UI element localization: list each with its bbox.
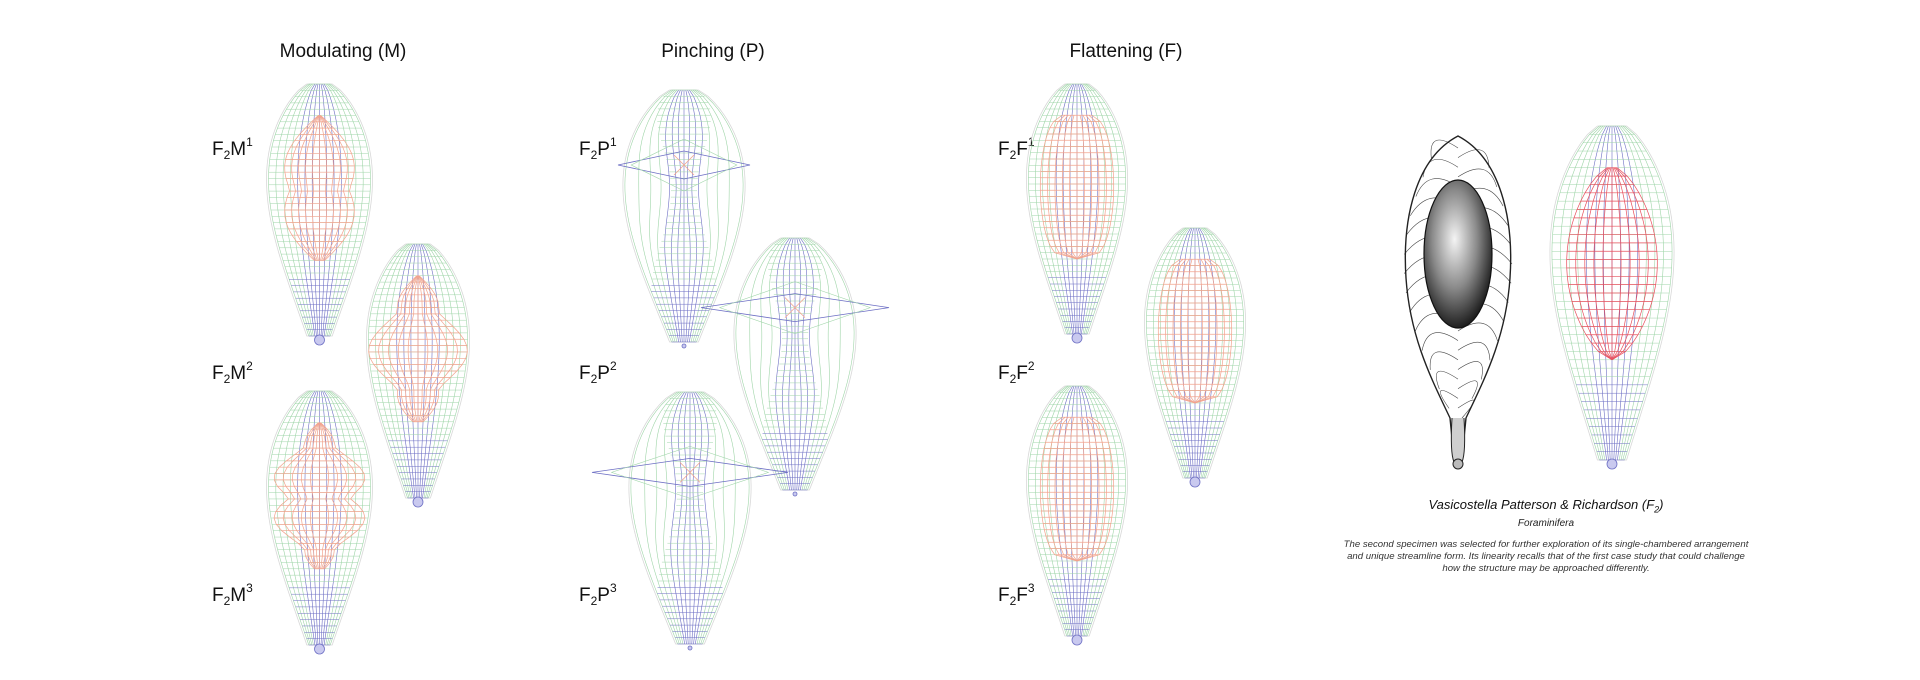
label-f2m2: F2M2 xyxy=(212,359,253,386)
label-f2f1: F2F1 xyxy=(998,135,1035,162)
caption-title: Vasicostella Patterson & Richardson (F2) xyxy=(1428,497,1664,515)
column-title-pinching: Pinching (P) xyxy=(661,41,765,62)
specimen-illustration xyxy=(1403,135,1513,470)
form-f2f1 xyxy=(1025,83,1129,344)
form-f2p1 xyxy=(617,89,751,349)
form-specimen-model xyxy=(1549,125,1675,470)
form-f2p2 xyxy=(700,237,890,497)
label-f2p3: F2P3 xyxy=(579,581,617,608)
form-f2m2 xyxy=(366,243,470,508)
label-f2m3: F2M3 xyxy=(212,581,253,608)
caption-subtitle: Foraminifera xyxy=(1517,517,1575,529)
label-f2p2: F2P2 xyxy=(579,359,617,386)
form-f2p3 xyxy=(591,391,789,651)
column-title-modulating: Modulating (M) xyxy=(279,41,407,62)
form-f2f2 xyxy=(1143,227,1247,488)
form-f2m3 xyxy=(266,390,373,655)
caption-body: The second specimen was selected for fur… xyxy=(1343,538,1749,574)
label-f2f3: F2F3 xyxy=(998,581,1035,608)
label-f2p1: F2P1 xyxy=(579,135,617,162)
label-f2m1: F2M1 xyxy=(212,135,253,162)
form-f2f3 xyxy=(1025,385,1129,646)
specimen-caption: Vasicostella Patterson & Richardson (F2)… xyxy=(1326,497,1766,575)
column-title-flattening: Flattening (F) xyxy=(1069,41,1183,62)
label-f2f2: F2F2 xyxy=(998,359,1035,386)
form-f2m1 xyxy=(266,83,373,346)
